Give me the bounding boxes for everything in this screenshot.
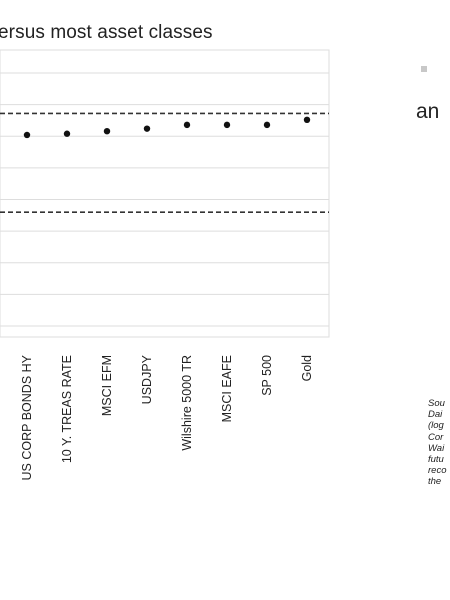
reference-lines	[0, 112, 329, 213]
grid-layer	[0, 49, 330, 338]
category-label: Gold	[300, 355, 314, 381]
source-note-line: the	[428, 476, 442, 488]
category-label: USDJPY	[140, 354, 154, 404]
source-note-line: Cor	[428, 431, 444, 443]
category-label: 10 Y. TREAS RATE	[60, 355, 74, 463]
side-heading-fragment: an	[416, 100, 440, 123]
category-labels: US CORP BONDS HY 10 Y. TREAS RATE MSCI EFM…	[20, 354, 314, 480]
source-note-line: Dai	[428, 409, 443, 421]
plot-frame	[0, 49, 330, 338]
data-point	[143, 125, 151, 132]
data-point	[63, 130, 71, 137]
chart-title: ersus most asset classes	[0, 22, 213, 43]
source-note-line: reco	[428, 465, 447, 477]
data-point	[303, 116, 311, 124]
data-point	[103, 127, 111, 135]
data-point	[223, 121, 231, 129]
bullet-marker	[421, 66, 427, 72]
data-point	[263, 121, 271, 129]
source-note-line: (log	[428, 420, 444, 432]
source-note-line: Sou	[428, 398, 445, 409]
source-note: Sou Dai (log Cor Wai futu reco the	[428, 398, 450, 488]
data-point	[183, 121, 191, 129]
source-note-line: Wai	[428, 442, 445, 454]
category-label: US CORP BONDS HY	[20, 354, 34, 480]
category-label: MSCI EAFE	[220, 355, 234, 422]
category-label: SP 500	[260, 355, 274, 396]
data-points	[23, 116, 311, 139]
source-note-line: futu	[428, 454, 444, 466]
category-label: Wilshire 5000 TR	[180, 355, 194, 451]
data-point	[23, 131, 31, 139]
category-label: MSCI EFM	[100, 355, 114, 416]
